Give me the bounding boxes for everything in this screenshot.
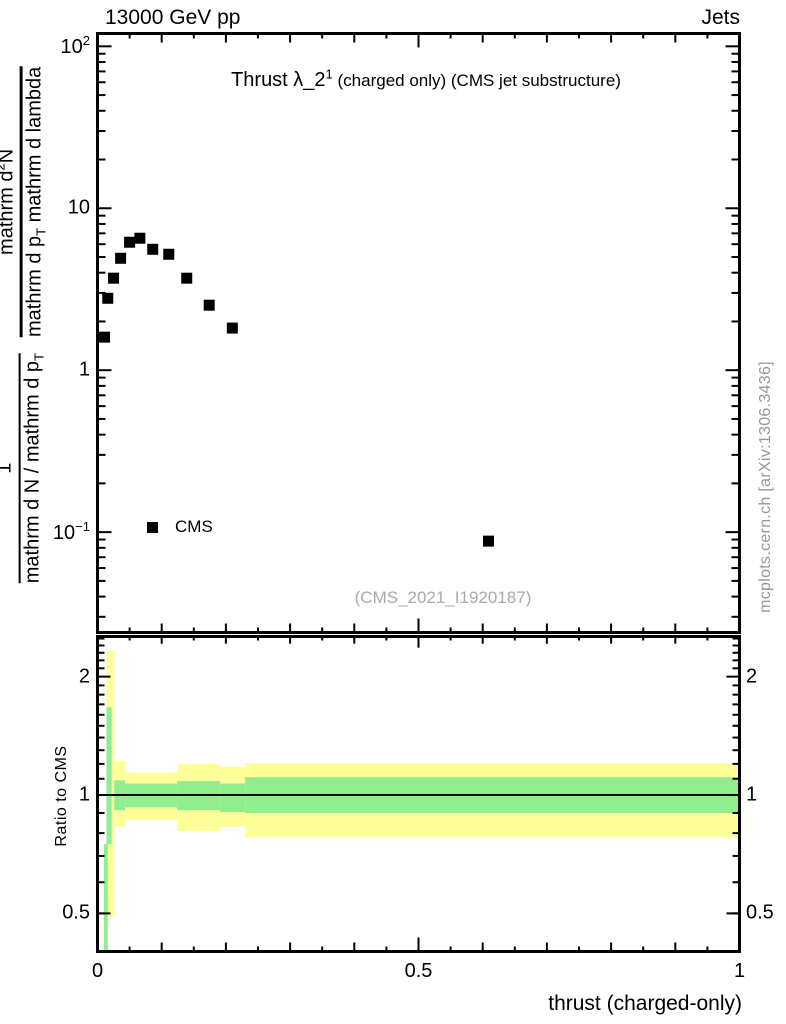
legend-marker-square	[147, 521, 158, 533]
analysis-group-label: Jets	[701, 6, 740, 29]
ratio-ytick-label-left: 0.5	[62, 901, 90, 924]
ratio-ytick-label-left: 1	[78, 783, 90, 806]
ratio-axis-label: Ratio to CMS	[53, 745, 70, 847]
ratio-ytick-label-left: 2	[78, 665, 90, 688]
main-ytick-label: 10−1	[52, 519, 90, 544]
legend: CMS	[147, 517, 213, 537]
main-ytick-label: 102	[60, 33, 90, 59]
ratio-ytick-label-right: 1	[746, 783, 758, 806]
data-point	[134, 232, 146, 244]
main-ytick-label: 10	[67, 196, 90, 219]
observable-name: Thrust λ_21	[231, 66, 333, 91]
ratio-ytick-label-right: 2	[746, 665, 758, 688]
data-point	[102, 292, 114, 304]
y-axis-fraction-1: 1 mathrm d N / mathrm d pT	[0, 353, 48, 584]
fraction2-denominator: mathrm d pT mathrm d lambda	[23, 66, 49, 338]
ratio-ytick-label-right: 0.5	[746, 901, 774, 924]
x-axis-label: thrust (charged-only)	[548, 992, 742, 1015]
analysis-id-watermark: (CMS_2021_I1920187)	[354, 588, 532, 607]
data-point	[124, 236, 136, 248]
ratio-band-green	[103, 844, 108, 952]
data-point	[147, 243, 159, 255]
data-point	[482, 535, 494, 547]
data-point	[115, 252, 127, 264]
data-point	[181, 272, 193, 284]
plot-title: Thrust λ_21 (charged only) (CMS jet subs…	[231, 66, 621, 92]
ratio-band-green	[220, 783, 246, 813]
ratio-band-green	[106, 707, 112, 845]
xtick-label: 0.5	[404, 960, 433, 982]
data-point	[99, 331, 111, 343]
xtick-label: 0	[91, 960, 104, 982]
fraction1-bar	[18, 353, 22, 584]
observable-qualifier: (charged only) (CMS jet substructure)	[332, 70, 621, 90]
main-panel-frame	[96, 32, 741, 634]
data-point	[203, 299, 215, 311]
fraction1-numerator: 1	[0, 463, 17, 474]
legend-label: CMS	[175, 517, 213, 536]
y-axis-label: 1 mathrm d N / mathrm d pT mathrm d2N ma…	[0, 66, 49, 584]
data-point	[163, 248, 175, 260]
mcplots-arxiv-note: mcplots.cern.ch [arXiv:1306.3436]	[757, 361, 774, 613]
main-ytick-label: 1	[78, 358, 90, 381]
beam-energy-label: 13000 GeV pp	[105, 6, 241, 29]
fraction2-bar	[19, 66, 23, 338]
xtick-label: 1	[733, 960, 746, 982]
data-point	[108, 272, 120, 284]
y-axis-fraction-2: mathrm d2N mathrm d pT mathrm d lambda	[0, 66, 49, 338]
data-point	[226, 322, 238, 334]
fraction1-denominator: mathrm d N / mathrm d pT	[22, 353, 48, 584]
fraction2-numerator: mathrm d2N	[0, 149, 18, 255]
